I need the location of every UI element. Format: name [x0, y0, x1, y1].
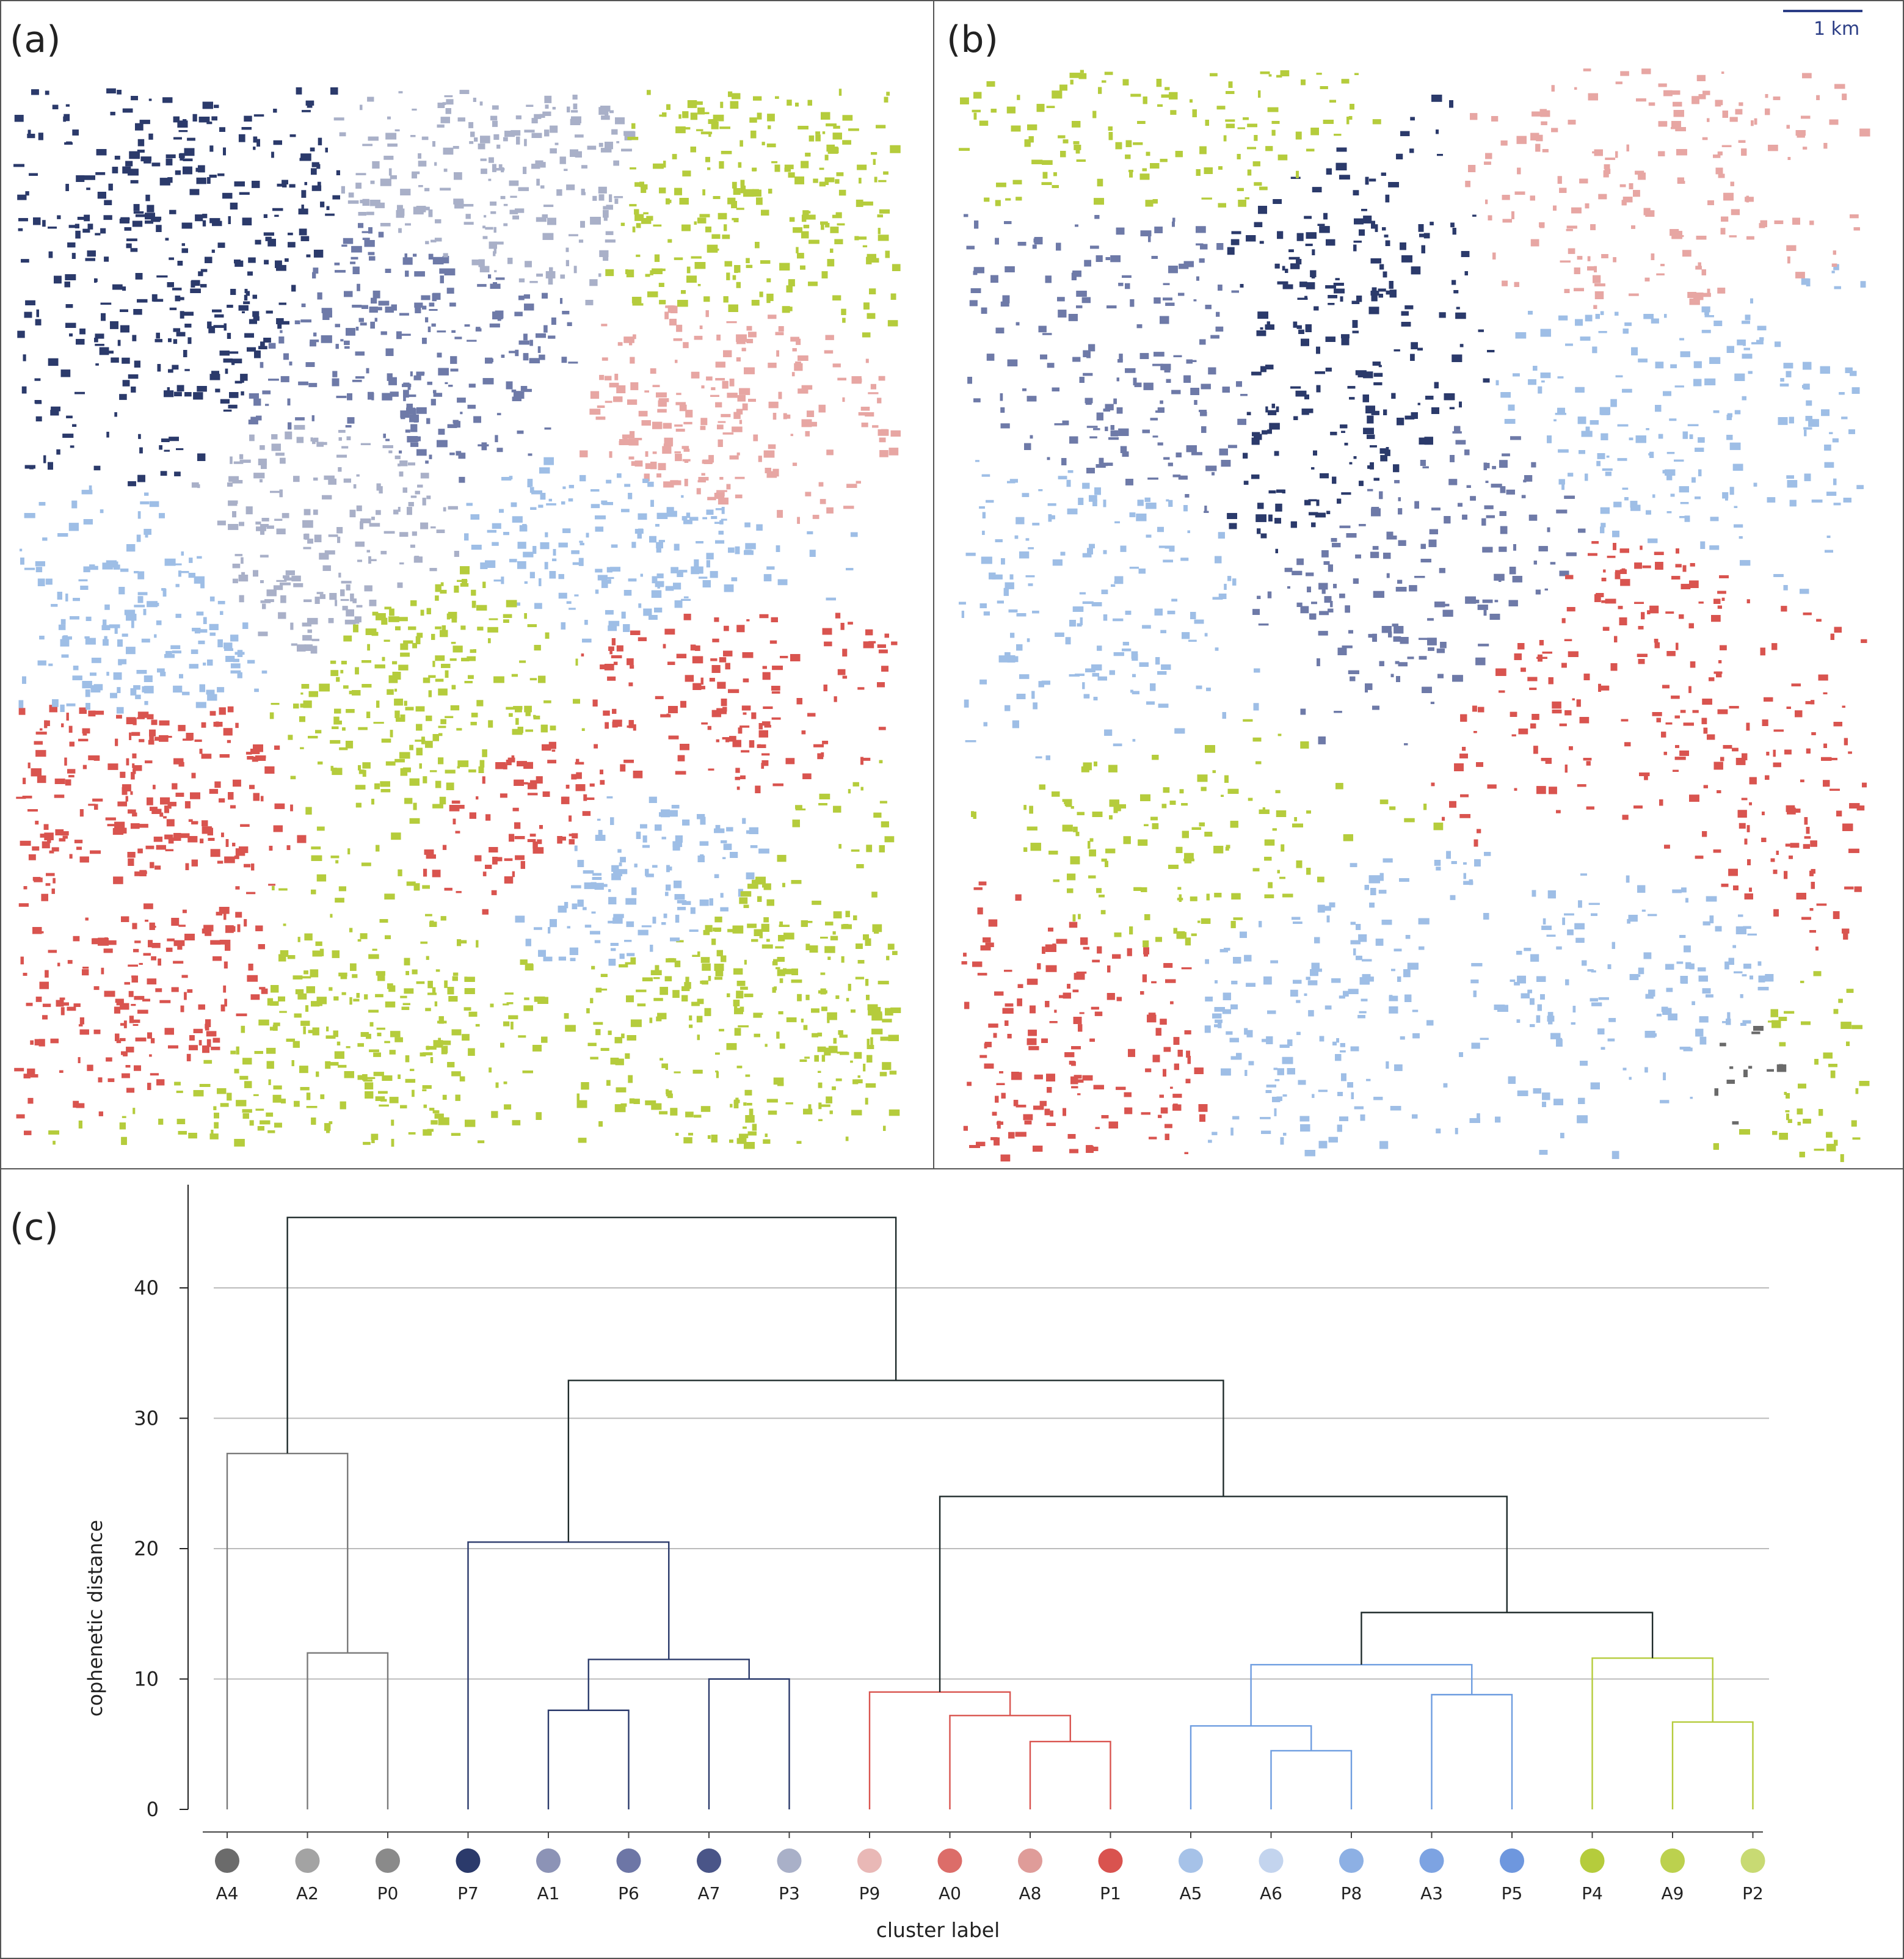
leaf-dot-A2 [295, 1848, 320, 1873]
leaf-label-A2: A2 [296, 1883, 319, 1903]
leaf-label-P8: P8 [1341, 1883, 1362, 1903]
dendrogram-link-4 [587, 1659, 750, 1710]
leaf-label-P0: P0 [377, 1883, 399, 1903]
leaf-label-P6: P6 [618, 1883, 639, 1903]
dendrogram-link-2 [547, 1709, 630, 1809]
leaf-label-A1: A1 [537, 1883, 560, 1903]
leaf-dot-A1 [536, 1848, 561, 1873]
leaf-dot-A9 [1660, 1848, 1685, 1873]
dendrogram-link-10 [1190, 1725, 1312, 1809]
leaf-dot-A7 [697, 1848, 721, 1873]
leaf-dot-P0 [376, 1848, 400, 1873]
leaf-dot-A5 [1179, 1848, 1203, 1873]
x-axis-label: cluster label [876, 1918, 1000, 1942]
map-panel-b: (b) 1 km [933, 0, 1904, 1169]
map-a-building-footprints [13, 87, 901, 1149]
dendrogram-link-9 [1270, 1750, 1353, 1809]
leaf-label-P5: P5 [1502, 1883, 1523, 1903]
leaf-dot-A4 [215, 1848, 239, 1873]
y-tick-label-10: 10 [134, 1668, 159, 1691]
dendrogram-link-8 [868, 1691, 1011, 1809]
leaf-dot-P8 [1339, 1848, 1364, 1873]
dendrogram-link-16 [939, 1496, 1508, 1692]
map-b-building-footprints [959, 68, 1870, 1162]
y-tick-label-40: 40 [134, 1276, 159, 1299]
leaf-dot-A6 [1259, 1848, 1284, 1873]
leaf-dot-P1 [1098, 1848, 1123, 1873]
dendrogram-link-15 [1361, 1612, 1654, 1665]
building-footprints [959, 68, 1870, 1162]
leaf-dot-P4 [1580, 1848, 1605, 1873]
leaf-label-A4: A4 [216, 1883, 239, 1903]
leaf-label-P2: P2 [1742, 1883, 1764, 1903]
leaf-label-P3: P3 [779, 1883, 800, 1903]
panel-a-label: (a) [10, 18, 61, 61]
dendrogram-link-1 [226, 1452, 349, 1809]
y-tick-label-20: 20 [134, 1537, 159, 1560]
leaf-label-A7: A7 [698, 1883, 721, 1903]
leaf-dot-P6 [616, 1848, 641, 1873]
dendrogram-panel: (c) 0 10 20 30 40 A4 A2 P0 P7 A1 P6 A7 P3 P9 A0 A8 P1 A5… [0, 1168, 1904, 1959]
dendrogram-link-12 [1250, 1663, 1473, 1726]
leaf-dot-A8 [1018, 1848, 1042, 1873]
grid-lines [214, 1287, 1769, 1680]
panel-b-label: (b) [947, 18, 998, 61]
y-axis-label: cophenetic distance [84, 1520, 107, 1717]
scale-bar [1783, 10, 1862, 12]
leaf-label-A9: A9 [1662, 1883, 1684, 1903]
dendrogram-link-5 [467, 1541, 670, 1809]
leaf-label-A5: A5 [1180, 1883, 1202, 1903]
dendrogram-link-18 [286, 1216, 897, 1454]
leaf-dot-P5 [1500, 1848, 1524, 1873]
dendrogram-link-11 [1431, 1693, 1513, 1809]
dendrogram-link-3 [708, 1678, 790, 1809]
dendrogram-chart: 0 10 20 30 40 A4 A2 P0 P7 A1 P6 A7 P3 P9 A0 A8 P1 A5 A6 P8… [84, 1185, 1769, 1942]
dendrogram-link-13 [1671, 1721, 1754, 1809]
dendrogram-link-14 [1591, 1657, 1713, 1809]
leaf-label-A8: A8 [1019, 1883, 1042, 1903]
dendrogram-link-17 [567, 1379, 1224, 1543]
leaf-label-P4: P4 [1582, 1883, 1603, 1903]
leaf-dot-A3 [1419, 1848, 1444, 1873]
map-panel-a: (a) [0, 0, 934, 1169]
leaf-label-A6: A6 [1260, 1883, 1282, 1903]
leaf-dot-P7 [456, 1848, 481, 1873]
panel-c-label: (c) [10, 1206, 59, 1249]
y-tick-label-30: 30 [134, 1407, 159, 1430]
scale-bar-label: 1 km [1814, 18, 1860, 40]
leaf-label-A3: A3 [1420, 1883, 1443, 1903]
y-ticks: 0 10 20 30 40 [134, 1276, 188, 1821]
dendrogram-link-7 [949, 1715, 1071, 1809]
leaf-label-A0: A0 [939, 1883, 961, 1903]
leaf-dot-A0 [937, 1848, 962, 1873]
leaf-label-P9: P9 [859, 1883, 881, 1903]
leaf-dot-P9 [857, 1848, 882, 1873]
leaf-label-P1: P1 [1100, 1883, 1121, 1903]
leaf-dot-P2 [1740, 1848, 1765, 1873]
leaf-markers: A4 A2 P0 P7 A1 P6 A7 P3 P9 A0 A8 P1 A5 A6 P8 A3 P5 P4 A9 P2 [215, 1832, 1765, 1903]
y-tick-label-0: 0 [147, 1798, 159, 1821]
dendrogram-links [226, 1216, 1754, 1809]
dendrogram-link-6 [1029, 1740, 1111, 1809]
leaf-label-P7: P7 [457, 1883, 479, 1903]
leaf-dot-P3 [777, 1848, 802, 1873]
dendrogram-link-0 [307, 1652, 389, 1809]
building-footprints [13, 87, 901, 1149]
